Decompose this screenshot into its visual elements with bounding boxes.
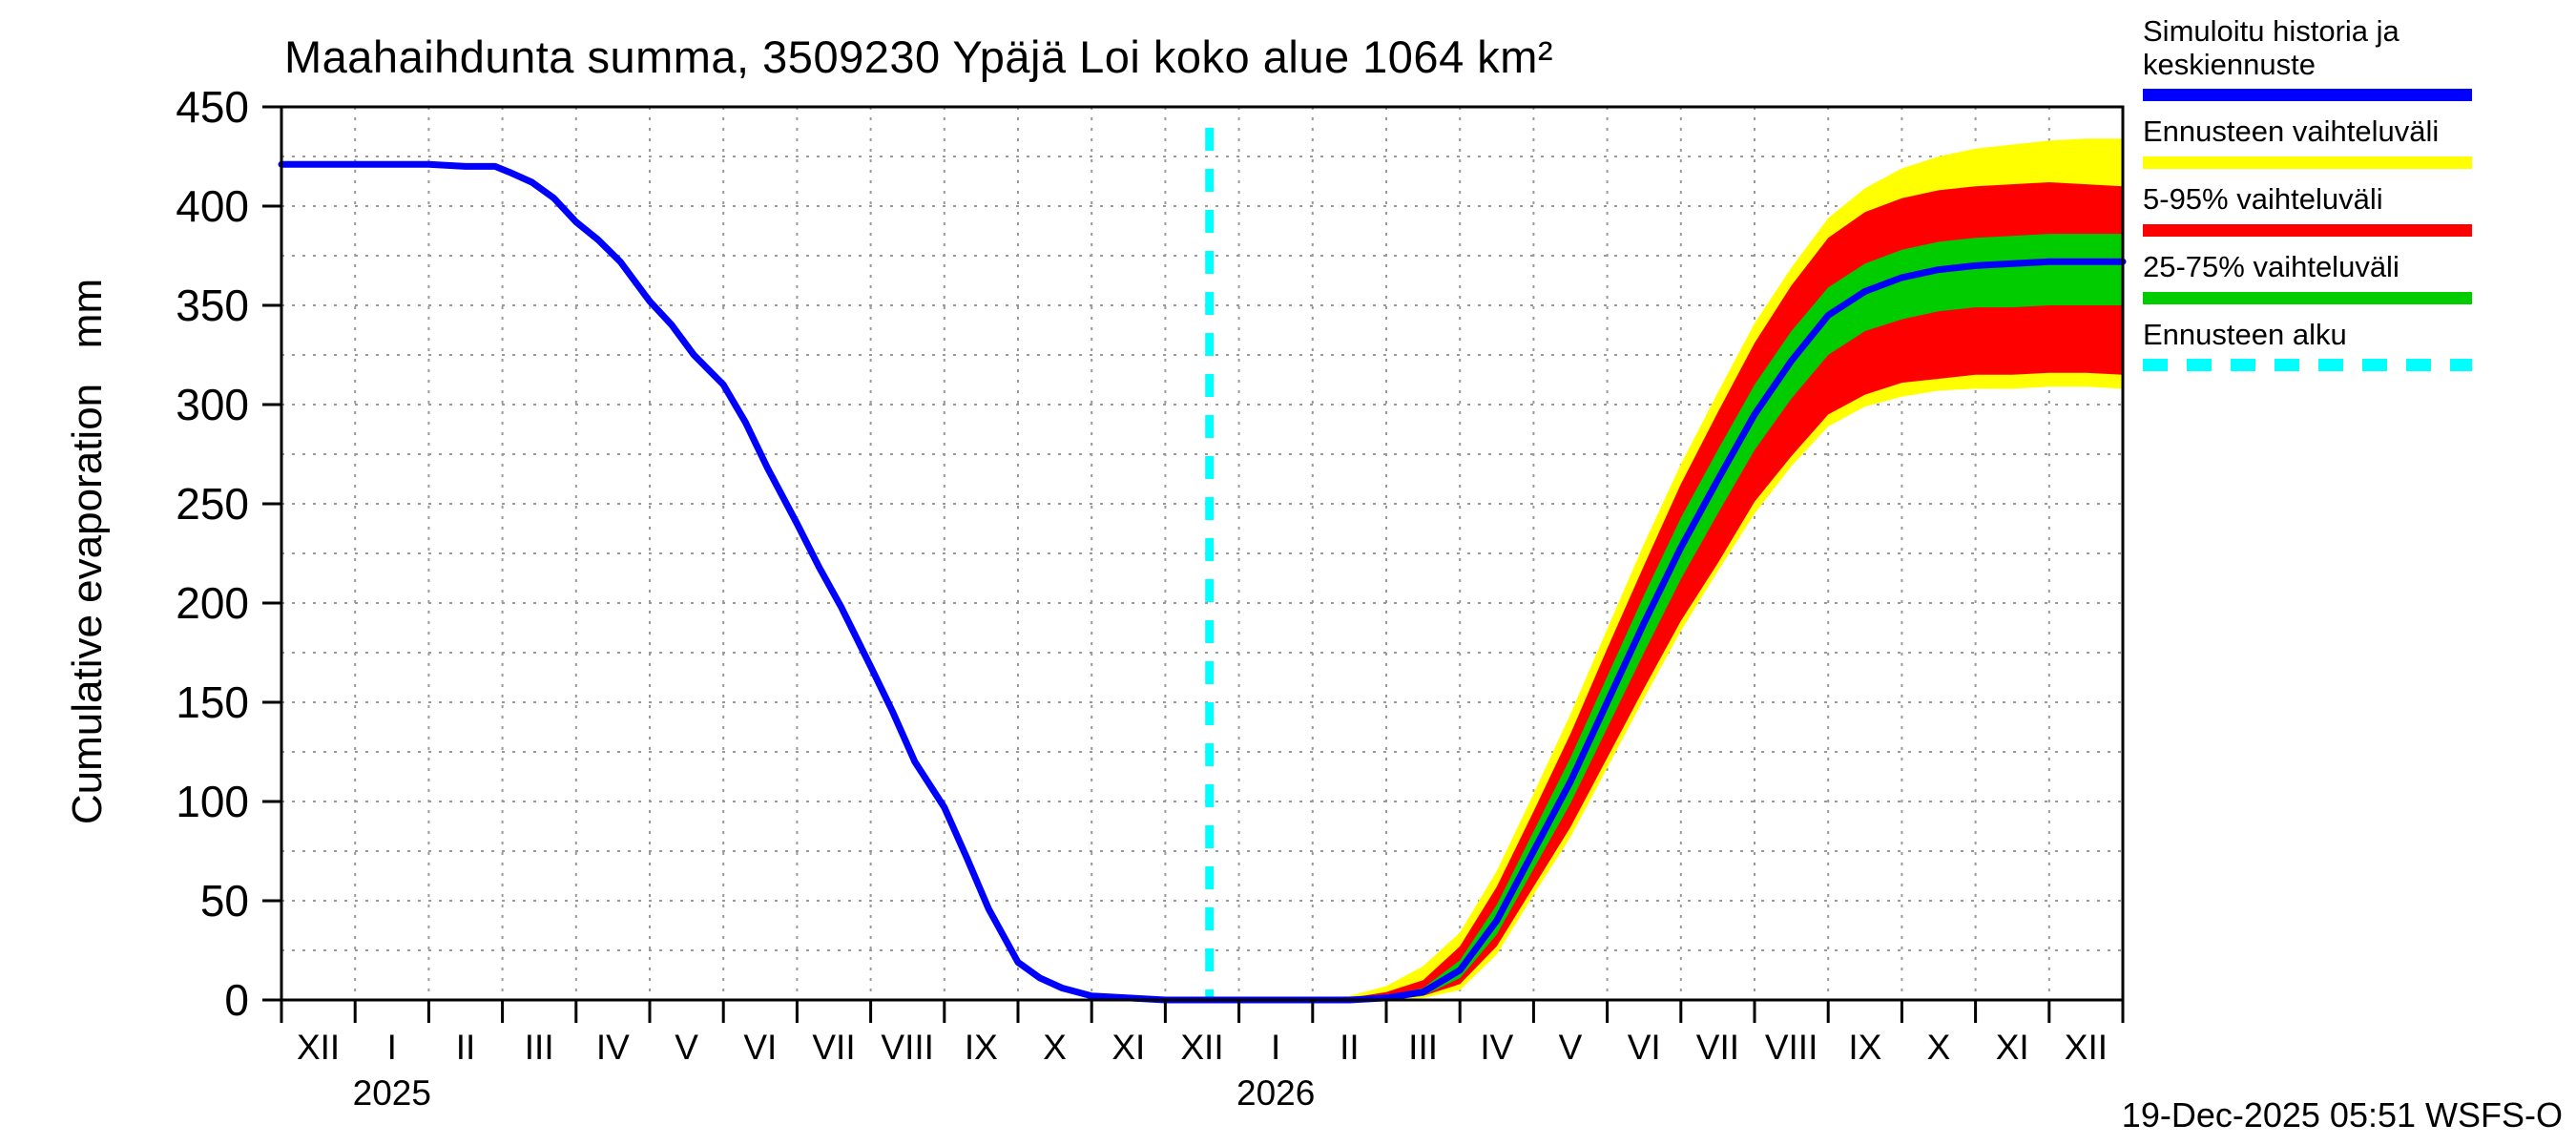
y-axis-ticks [262, 105, 281, 1002]
svg-text:X: X [1043, 1028, 1067, 1067]
svg-text:VIII: VIII [881, 1028, 934, 1067]
svg-text:II: II [1340, 1028, 1360, 1067]
y-tick-labels: 0 50 100 150 200 250 300 350 400 450 [176, 82, 249, 1025]
legend: Simuloitu historia ja keskiennuste Ennust… [2143, 14, 2472, 385]
svg-text:300: 300 [176, 380, 249, 429]
svg-text:X: X [1927, 1028, 1951, 1067]
svg-text:XII: XII [1180, 1028, 1223, 1067]
legend-item-label: 5-95% vaihteluväli [2143, 182, 2383, 217]
svg-text:IX: IX [1848, 1028, 1881, 1067]
svg-text:350: 350 [176, 281, 249, 330]
uncertainty-bands [1209, 138, 2123, 1001]
x-tick-labels: XII I II III IV V VI VII VIII IX X XI XII I II III IV V VI… [297, 1028, 2108, 1067]
legend-item: Ennusteen alku [2143, 317, 2472, 372]
history-and-median-line [278, 160, 2127, 1004]
full-range-swatch [2143, 156, 2472, 170]
svg-text:XI: XI [1111, 1028, 1145, 1067]
range-5-95-swatch [2143, 223, 2472, 237]
range-25-75-swatch [2143, 291, 2472, 304]
legend-item: 25-75% vaihteluväli [2143, 249, 2472, 304]
svg-text:VI: VI [1628, 1028, 1661, 1067]
svg-text:VII: VII [1696, 1028, 1739, 1067]
svg-text:III: III [1408, 1028, 1438, 1067]
svg-text:IX: IX [965, 1028, 998, 1067]
legend-item-label: Ennusteen alku [2143, 317, 2347, 351]
svg-text:XII: XII [2065, 1028, 2108, 1067]
svg-text:IV: IV [596, 1028, 630, 1067]
svg-text:VII: VII [812, 1028, 855, 1067]
svg-text:V: V [1559, 1028, 1583, 1067]
svg-text:250: 250 [176, 479, 249, 529]
forecast-start-swatch [2143, 359, 2472, 372]
legend-item: Simuloitu historia ja keskiennuste [2143, 14, 2472, 102]
svg-text:50: 50 [200, 876, 249, 926]
svg-text:2026: 2026 [1236, 1073, 1315, 1113]
x-axis-ticks [280, 1000, 2125, 1023]
svg-text:0: 0 [224, 975, 249, 1025]
svg-text:150: 150 [176, 677, 249, 727]
svg-text:V: V [675, 1028, 698, 1067]
svg-text:II: II [456, 1028, 476, 1067]
svg-text:400: 400 [176, 181, 249, 231]
history-median-line-swatch [2143, 89, 2472, 102]
legend-item: Ennusteen vaihteluväli [2143, 114, 2472, 170]
svg-text:100: 100 [176, 777, 249, 826]
timestamp: 19-Dec-2025 05:51 WSFS-O [2121, 1095, 2563, 1135]
x-year-labels: 2025 2026 [353, 1073, 1316, 1113]
legend-item-label: Ennusteen vaihteluväli [2143, 114, 2440, 149]
legend-item: 5-95% vaihteluväli [2143, 182, 2472, 237]
svg-text:VIII: VIII [1765, 1028, 1818, 1067]
svg-text:III: III [525, 1028, 554, 1067]
legend-item-label: 25-75% vaihteluväli [2143, 249, 2399, 283]
legend-item-label: Simuloitu historia ja keskiennuste [2143, 14, 2399, 81]
svg-text:I: I [387, 1028, 397, 1067]
plot-frame [280, 105, 2125, 1002]
svg-text:I: I [1271, 1028, 1280, 1067]
svg-text:XII: XII [297, 1028, 340, 1067]
svg-text:VI: VI [743, 1028, 777, 1067]
svg-text:200: 200 [176, 578, 249, 628]
svg-text:450: 450 [176, 82, 249, 132]
svg-text:IV: IV [1480, 1028, 1513, 1067]
svg-text:2025: 2025 [353, 1073, 431, 1113]
svg-text:XI: XI [1996, 1028, 2029, 1067]
chart-title: Maahaihdunta summa, 3509230 Ypäjä Loi ko… [284, 31, 1554, 82]
